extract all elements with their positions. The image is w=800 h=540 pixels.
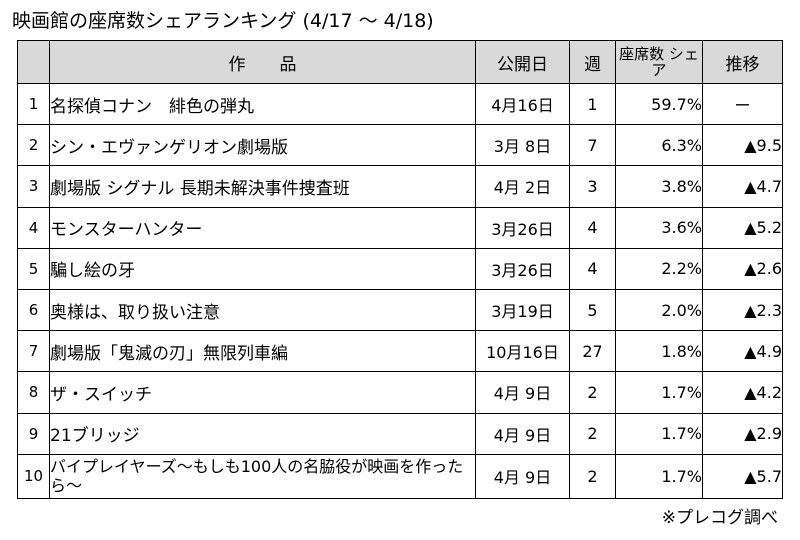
release-date: 4月 2日 [475,165,570,208]
week-count: 3 [569,165,616,208]
week-count: 4 [569,206,616,249]
seat-share: 1.7% [615,371,703,414]
week-count: 2 [569,412,616,455]
source-note: ※プレコグ調べ [661,508,778,528]
movie-title: シン・エヴァンゲリオン劇場版 [49,124,476,167]
seat-share: 59.7% [615,82,703,126]
seat-share: 1.8% [615,330,703,373]
trend-value: ▲2.9 [702,412,783,455]
week-count: 2 [569,371,616,414]
seat-share: 1.7% [615,453,703,499]
table-row: 6 奥様は、取り扱い注意 3月19日 5 2.0% ▲2.3 [17,288,783,332]
movie-title: 名探偵コナン 緋色の弾丸 [49,82,476,126]
release-date: 10月16日 [475,330,570,373]
trend-value: ー [702,82,783,126]
header-release-date: 公開日 [475,40,570,84]
week-count: 1 [569,82,616,126]
release-date: 4月 9日 [475,371,570,414]
seat-share: 3.6% [615,206,703,249]
trend-value: ▲2.6 [702,247,783,290]
trend-value: ▲5.7 [702,453,783,499]
seat-share: 6.3% [615,124,703,167]
release-date: 3月26日 [475,247,570,290]
release-date: 3月19日 [475,288,570,332]
release-date: 4月16日 [475,82,570,126]
seat-share: 1.7% [615,412,703,455]
seat-share: 3.8% [615,165,703,208]
movie-title: 21ブリッジ [49,412,476,455]
release-date: 3月26日 [475,206,570,249]
week-count: 5 [569,288,616,332]
trend-value: ▲2.3 [702,288,783,332]
week-count: 2 [569,453,616,499]
release-date: 4月 9日 [475,412,570,455]
week-count: 27 [569,330,616,373]
table-row: 10 バイプレイヤーズ〜もしも100人の名脇役が映画を作ったら〜 4月 9日 2 1.7… [17,453,783,499]
table-row: 3 劇場版 シグナル 長期未解決事件捜査班 4月 2日 3 3.8% ▲4.7 [17,165,783,208]
week-count: 7 [569,124,616,167]
movie-title: 騙し絵の牙 [49,247,476,290]
rank-number: 10 [17,453,50,499]
rank-number: 8 [17,371,50,414]
release-date: 4月 9日 [475,453,570,499]
table-row: 9 21ブリッジ 4月 9日 2 1.7% ▲2.9 [17,412,783,455]
rank-number: 6 [17,288,50,332]
header-seat-share: 座席数 シェア [615,40,703,84]
movie-title: ザ・スイッチ [49,371,476,414]
rank-number: 2 [17,124,50,167]
table-row: 4 モンスターハンター 3月26日 4 3.6% ▲5.2 [17,206,783,249]
table-row: 1 名探偵コナン 緋色の弾丸 4月16日 1 59.7% ー [17,82,783,126]
header-trend: 推移 [702,40,783,84]
rank-number: 9 [17,412,50,455]
trend-value: ▲4.2 [702,371,783,414]
header-row: 作 品 公開日 週 座席数 シェア 推移 [17,40,783,84]
table-row: 8 ザ・スイッチ 4月 9日 2 1.7% ▲4.2 [17,371,783,414]
movie-title: 劇場版 シグナル 長期未解決事件捜査班 [49,165,476,208]
week-count: 4 [569,247,616,290]
header-title: 作 品 [49,40,476,84]
rank-number: 7 [17,330,50,373]
rank-number: 5 [17,247,50,290]
table-row: 2 シン・エヴァンゲリオン劇場版 3月 8日 7 6.3% ▲9.5 [17,124,783,167]
rank-number: 3 [17,165,50,208]
movie-title: 劇場版「鬼滅の刃」無限列車編 [49,330,476,373]
rank-number: 1 [17,82,50,126]
movie-title: モンスターハンター [49,206,476,249]
header-week: 週 [569,40,616,84]
table-title: 映画館の座席数シェアランキング (4/17 〜 4/18) [12,10,434,32]
trend-value: ▲5.2 [702,206,783,249]
ranking-table: 作 品 公開日 週 座席数 シェア 推移 1 名探偵コナン 緋色の弾丸 4月16日 1… [17,40,783,499]
seat-share: 2.2% [615,247,703,290]
seat-share: 2.0% [615,288,703,332]
trend-value: ▲4.7 [702,165,783,208]
table-row: 7 劇場版「鬼滅の刃」無限列車編 10月16日 27 1.8% ▲4.9 [17,330,783,373]
table-row: 5 騙し絵の牙 3月26日 4 2.2% ▲2.6 [17,247,783,290]
rank-number: 4 [17,206,50,249]
trend-value: ▲4.9 [702,330,783,373]
header-rank [17,40,50,84]
movie-title: バイプレイヤーズ〜もしも100人の名脇役が映画を作ったら〜 [49,453,476,499]
movie-title: 奥様は、取り扱い注意 [49,288,476,332]
release-date: 3月 8日 [475,124,570,167]
trend-value: ▲9.5 [702,124,783,167]
